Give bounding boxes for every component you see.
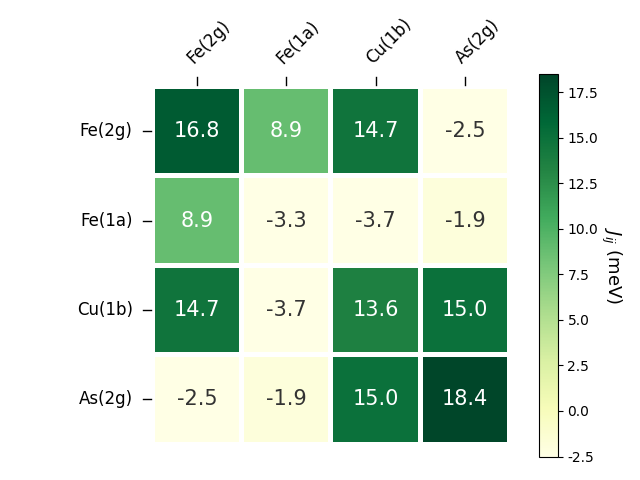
Text: -2.5: -2.5 xyxy=(445,121,485,141)
Bar xyxy=(423,89,508,173)
Text: As(2g): As(2g) xyxy=(452,16,503,67)
Text: -3.7: -3.7 xyxy=(355,211,396,230)
Text: 13.6: 13.6 xyxy=(353,300,399,320)
Bar xyxy=(333,179,418,263)
Text: -2.5: -2.5 xyxy=(177,389,217,409)
Text: 15.0: 15.0 xyxy=(442,300,488,320)
Bar xyxy=(155,268,239,352)
Bar xyxy=(155,179,239,263)
Text: -1.9: -1.9 xyxy=(445,211,485,230)
Bar xyxy=(333,357,418,442)
Bar xyxy=(423,268,508,352)
Bar xyxy=(244,268,328,352)
Text: 14.7: 14.7 xyxy=(173,300,220,320)
Bar xyxy=(244,357,328,442)
Text: Cu(1b): Cu(1b) xyxy=(363,15,415,67)
Bar xyxy=(423,357,508,442)
Text: Cu(1b): Cu(1b) xyxy=(77,301,132,319)
Bar xyxy=(423,179,508,263)
Text: Fe(1a): Fe(1a) xyxy=(273,17,323,67)
Text: 8.9: 8.9 xyxy=(180,211,213,230)
Text: -1.9: -1.9 xyxy=(266,389,307,409)
Bar xyxy=(244,89,328,173)
Text: 16.8: 16.8 xyxy=(173,121,220,141)
Bar xyxy=(155,89,239,173)
Text: -3.3: -3.3 xyxy=(266,211,307,230)
Bar xyxy=(333,268,418,352)
Text: Fe(1a): Fe(1a) xyxy=(80,212,132,229)
Text: 8.9: 8.9 xyxy=(269,121,303,141)
Bar xyxy=(333,89,418,173)
Text: -3.7: -3.7 xyxy=(266,300,307,320)
Bar xyxy=(244,179,328,263)
Text: 18.4: 18.4 xyxy=(442,389,488,409)
Text: As(2g): As(2g) xyxy=(79,390,132,408)
Text: 15.0: 15.0 xyxy=(353,389,399,409)
Y-axis label: $J_{ij}$ (meV): $J_{ij}$ (meV) xyxy=(599,227,623,304)
Text: Fe(2g): Fe(2g) xyxy=(184,17,234,67)
Text: 14.7: 14.7 xyxy=(353,121,399,141)
Bar xyxy=(155,357,239,442)
Text: Fe(2g): Fe(2g) xyxy=(80,122,132,140)
